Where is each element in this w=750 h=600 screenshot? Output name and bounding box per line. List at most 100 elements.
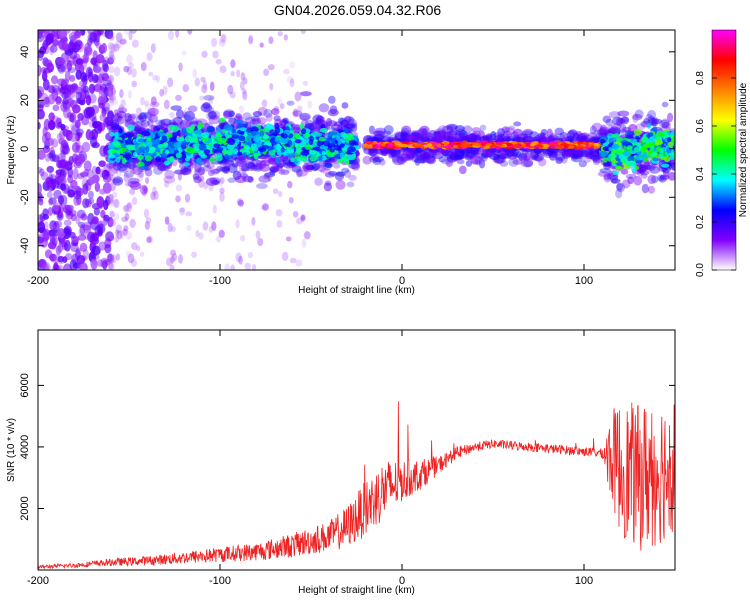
spectrogram-cell	[125, 250, 132, 258]
spectrogram-cell	[312, 114, 324, 124]
spectrogram-cell	[315, 117, 323, 126]
spectrogram-cell	[75, 187, 84, 197]
spectrogram-cell	[209, 177, 221, 184]
spectrogram-cell	[85, 130, 93, 140]
spectrogram-cell	[109, 131, 115, 137]
spectrogram-cell	[236, 160, 248, 167]
spectrogram-cell	[134, 125, 142, 135]
spectrogram-cell	[344, 115, 352, 123]
spectrogram-cell	[228, 110, 235, 118]
spectrogram-cell	[208, 225, 214, 233]
spectrogram-cell	[608, 146, 614, 152]
spectrogram-cell	[169, 249, 177, 257]
spectrogram-cell	[119, 38, 127, 45]
spectrogram-cell	[108, 91, 114, 101]
spectrogram-cell	[88, 197, 95, 205]
spectrogram-cell	[75, 58, 84, 65]
spectrogram-cell	[82, 198, 90, 209]
spectrogram-cell	[192, 68, 197, 78]
spectrogram-cell	[88, 176, 97, 185]
spectrogram-cell	[62, 128, 70, 137]
spectrogram-cell	[47, 206, 54, 216]
spectrogram-cell	[161, 135, 168, 143]
spectrogram-cell	[300, 213, 306, 222]
snr-x-axis-label: Height of straight line (km)	[298, 585, 415, 596]
spectrogram-cell	[169, 111, 175, 118]
spectrogram-cell	[118, 147, 128, 153]
spectrogram-cell	[175, 30, 180, 38]
spectrogram-cell	[240, 165, 250, 172]
snr-y-tick-label: 4000	[19, 435, 31, 459]
spectrogram-cell	[160, 164, 166, 172]
spectrogram-cell	[244, 145, 251, 150]
spectrogram-cell	[102, 259, 108, 270]
spectrogram-cell	[182, 167, 191, 175]
spectrogram-cell	[115, 156, 121, 164]
spectrogram-cell	[52, 234, 58, 246]
spectrogram-cell	[144, 220, 151, 230]
spectrogram-cell	[167, 77, 174, 88]
spectrogram-cell	[160, 118, 172, 126]
spectrogram-cell	[269, 83, 274, 91]
spectrogram-cell	[108, 74, 114, 84]
spectrogram-cell	[280, 154, 289, 162]
spectrogram-cell	[159, 88, 165, 97]
spectrogram-cell	[290, 157, 295, 163]
colorbar-tick-label: 0.2	[695, 215, 706, 229]
spectrogram-cell	[101, 72, 110, 81]
spectrogram-cell	[91, 73, 99, 84]
spectrogram-cell	[616, 166, 624, 171]
spectrogram-cell	[121, 216, 128, 223]
spectrogram-cell	[53, 202, 60, 212]
spectrogram-cell	[176, 109, 184, 119]
spectrogram-cell	[537, 132, 546, 141]
spectrogram-cell	[145, 155, 152, 162]
spectrogram-cell	[118, 166, 129, 173]
spectrogram-cell	[119, 229, 125, 239]
spectrogram-cell	[112, 178, 122, 184]
spectrogram-cell	[593, 142, 600, 147]
spectrogram-cell	[227, 138, 236, 146]
spectrogram-cell	[294, 91, 302, 102]
spectrogram-cell	[212, 204, 217, 214]
spectrogram-cell	[221, 166, 229, 174]
spectrogram-cell	[343, 122, 352, 130]
spectrogram-cell	[300, 150, 310, 156]
spectrogram-cell	[59, 175, 67, 187]
spectrogram-cell	[170, 255, 175, 264]
spectrogram-cell	[196, 157, 202, 165]
spectrogram-cell	[216, 235, 221, 243]
spectrogram-cell	[163, 175, 176, 184]
spectrogram-cell	[53, 179, 60, 189]
spectrogram-y-axis-label: Frequency (Hz)	[6, 116, 17, 185]
spectrogram-cell	[206, 162, 215, 170]
spectrogram-cell	[136, 245, 141, 252]
spectrogram-cell	[109, 48, 114, 58]
spectrogram-x-tick-label: 100	[575, 275, 593, 287]
spectrogram-cell	[173, 169, 186, 175]
spectrogram-cell	[93, 30, 103, 37]
spectrogram-cell	[186, 146, 195, 154]
spectrogram-cell	[198, 144, 207, 151]
spectrogram-cell	[81, 141, 91, 153]
spectrogram-cell	[50, 75, 59, 85]
spectrogram-cell	[127, 173, 133, 180]
spectrogram-cell	[253, 163, 262, 171]
spectrogram-cell	[115, 40, 122, 49]
spectrogram-cell	[258, 175, 271, 183]
spectrogram-cell	[38, 49, 45, 59]
spectrogram-cell	[655, 139, 664, 145]
spectrogram-cell	[143, 187, 148, 194]
spectrogram-cell	[83, 160, 92, 172]
spectrogram-cell	[108, 82, 114, 90]
spectrogram-cell	[122, 228, 128, 236]
spectrogram-cell	[267, 175, 272, 182]
spectrogram-cell	[227, 84, 234, 95]
spectrogram-cell	[208, 96, 214, 105]
spectrogram-cell	[258, 153, 270, 160]
spectrogram-cell	[117, 162, 128, 172]
spectrogram-cell	[144, 140, 153, 147]
spectrogram-cell	[368, 125, 375, 135]
spectrogram-cell	[235, 118, 243, 124]
spectrogram-cell	[75, 91, 82, 101]
